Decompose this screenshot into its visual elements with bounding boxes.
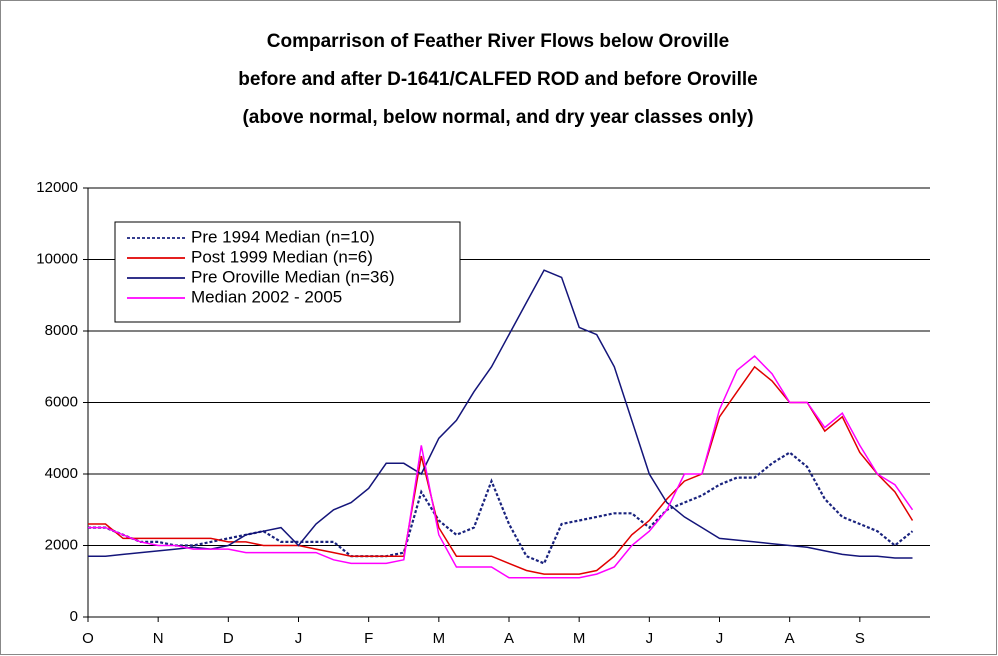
x-tick-label: J (295, 630, 303, 647)
legend-label: Median 2002 - 2005 (191, 287, 342, 306)
x-tick-label: F (364, 630, 373, 647)
chart-subtitle: before and after D-1641/CALFED ROD and b… (238, 69, 757, 90)
x-tick-label: O (82, 630, 94, 647)
chart-subtitle: (above normal, below normal, and dry yea… (242, 107, 753, 128)
x-tick-label: M (433, 630, 446, 647)
series-line (88, 365, 914, 575)
y-tick-label: 0 (70, 608, 78, 625)
x-tick-label: J (646, 630, 654, 647)
y-tick-label: 12000 (36, 179, 78, 196)
x-tick-label: A (504, 630, 514, 647)
x-tick-label: S (855, 630, 865, 647)
x-tick-label: A (785, 630, 795, 647)
x-tick-label: N (153, 630, 164, 647)
y-tick-label: 10000 (36, 250, 78, 267)
legend-label: Pre Oroville Median (n=36) (191, 267, 395, 286)
legend-label: Pre 1994 Median (n=10) (191, 227, 375, 246)
y-tick-label: 6000 (45, 393, 78, 410)
x-tick-label: D (223, 630, 234, 647)
legend-label: Post 1999 Median (n=6) (191, 247, 373, 266)
series-line (88, 354, 914, 579)
y-tick-label: 2000 (45, 536, 78, 553)
y-tick-label: 4000 (45, 465, 78, 482)
x-tick-label: J (716, 630, 724, 647)
y-tick-label: 8000 (45, 322, 78, 339)
series-line (88, 269, 913, 559)
series-line (88, 451, 914, 565)
x-tick-label: M (573, 630, 586, 647)
chart-title: Comparrison of Feather River Flows below… (267, 31, 729, 52)
